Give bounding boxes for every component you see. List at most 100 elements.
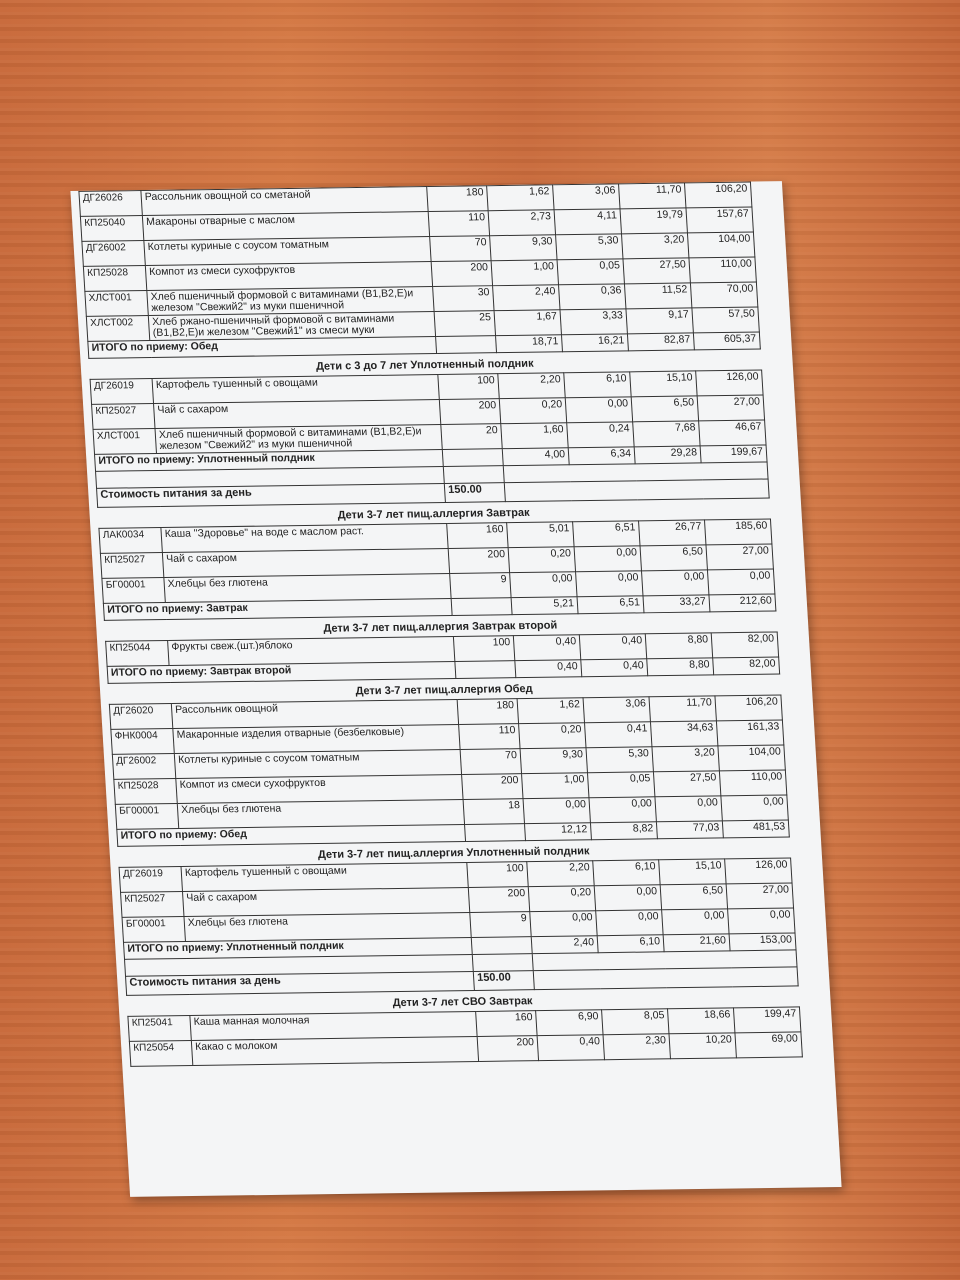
total-value: 6,51	[577, 595, 644, 614]
proteins: 0,20	[508, 546, 576, 573]
total-value: 21,60	[663, 933, 731, 952]
menu-section: Дети 3-7 лет СВО Завтрак КП25041 Каша манн…	[126, 986, 803, 1067]
portion-weight: 70	[429, 235, 492, 262]
calories: 0,00	[720, 794, 789, 821]
dish-code: КП25027	[120, 891, 184, 918]
dish-code: ХЛСТ002	[86, 315, 150, 342]
total-value: 481,53	[722, 819, 790, 838]
calories: 70,00	[690, 282, 758, 308]
calories: 161,33	[716, 719, 784, 746]
calories: 57,50	[691, 307, 760, 333]
carbs: 8,80	[645, 632, 713, 659]
carbs: 7,68	[632, 420, 701, 447]
portion-weight: 200	[439, 398, 501, 425]
dish-name: Какао с молоком	[191, 1036, 479, 1066]
dish-code: КП25044	[105, 640, 170, 667]
dish-code: ДГ26020	[109, 703, 173, 730]
proteins: 0,40	[513, 634, 581, 661]
fats: 3,06	[552, 183, 621, 210]
proteins: 1,60	[500, 422, 569, 449]
total-value: 199,67	[700, 444, 768, 463]
portion-weight: 180	[457, 698, 519, 725]
fats: 0,41	[584, 721, 652, 748]
carbs: 18,66	[667, 1007, 735, 1034]
dish-code: БГ00001	[122, 916, 186, 943]
carbs: 15,10	[658, 858, 727, 885]
fats: 3,33	[559, 308, 628, 335]
portion-weight: 160	[446, 522, 509, 549]
cost-value: 150.00	[473, 970, 535, 991]
total-value: 0,40	[514, 659, 582, 678]
total-value: 18,71	[495, 334, 563, 353]
calories: 0,00	[727, 907, 796, 934]
empty-cell	[454, 660, 516, 679]
fats: 0,00	[575, 570, 643, 597]
proteins: 5,01	[506, 521, 575, 548]
fats: 5,30	[585, 746, 654, 773]
paper-sheet: ДГ26026 Рассольник овощной со сметаной 180…	[70, 181, 842, 1197]
empty-cell	[443, 465, 505, 484]
total-value: 6,34	[568, 446, 636, 465]
portion-weight: 9	[449, 572, 512, 599]
carbs: 11,70	[618, 182, 686, 209]
carbs: 11,70	[648, 695, 717, 722]
dish-code: ЛАК0034	[98, 527, 163, 554]
fats: 0,00	[594, 884, 662, 911]
fats: 0,24	[566, 421, 635, 448]
calories: 69,00	[734, 1031, 803, 1058]
empty-cell	[451, 597, 513, 616]
dish-code: БГ00001	[101, 577, 166, 604]
fats: 6,10	[563, 371, 632, 398]
portion-weight: 110	[428, 210, 490, 237]
fats: 0,00	[595, 909, 664, 936]
portion-weight: 200	[448, 547, 510, 574]
proteins: 2,20	[497, 372, 566, 399]
total-value: 2,40	[531, 935, 599, 954]
carbs: 9,17	[625, 307, 694, 334]
portion-weight: 9	[469, 911, 532, 938]
empty-cell	[471, 936, 533, 955]
proteins: 1,00	[491, 259, 559, 286]
menu-section: Дети 3-7 лет пищ.аллергия Обед ДГ26020 Рас…	[108, 674, 790, 847]
table-body: ДГ26019 Картофель тушенный с овощами 100 2,…	[119, 857, 799, 996]
menu-table: ДГ26020 Рассольник овощной 180 1,62 3,06 11,7…	[109, 694, 790, 847]
empty-cell	[472, 953, 534, 972]
menu-section: Дети 3-7 лет пищ.аллергия Завтрак второй…	[104, 611, 780, 684]
dish-code: КП25027	[91, 403, 156, 430]
fats: 0,36	[558, 283, 626, 310]
total-value: 33,27	[642, 594, 710, 613]
fats: 0,05	[557, 258, 625, 285]
carbs: 27,50	[653, 770, 721, 797]
proteins: 0,00	[529, 910, 598, 937]
menu-section: ДГ26026 Рассольник овощной со сметаной 180…	[78, 182, 761, 359]
carbs: 0,00	[641, 569, 709, 596]
menu-section: Дети с 3 до 7 лет Уплотненный полдник ДГ2…	[88, 350, 770, 508]
proteins: 2,20	[526, 860, 595, 887]
calories: 27,00	[705, 543, 774, 570]
fats: 6,51	[572, 520, 641, 547]
total-value: 82,87	[627, 332, 695, 351]
total-value: 0,40	[580, 658, 648, 677]
proteins: 0,00	[523, 797, 591, 824]
proteins: 1,67	[494, 309, 562, 336]
calories: 82,00	[711, 631, 779, 658]
portion-weight: 100	[466, 861, 529, 888]
fats: 0,00	[565, 396, 633, 423]
fats: 2,30	[603, 1033, 671, 1060]
total-value: 212,60	[708, 593, 776, 612]
dish-code: ДГ26002	[81, 240, 146, 267]
portion-weight: 30	[432, 285, 495, 312]
fats: 3,06	[583, 696, 651, 723]
dish-code: БГ00001	[115, 803, 179, 830]
calories: 110,00	[688, 257, 757, 283]
portion-weight: 200	[431, 260, 493, 287]
table-body: ДГ26019 Картофель тушенный с овощами 100 2,…	[90, 369, 770, 508]
total-value: 5,21	[511, 596, 579, 615]
dish-code: ДГ26002	[112, 753, 176, 780]
menu-document: ДГ26026 Рассольник овощной со сметаной 180…	[78, 182, 803, 1067]
calories: 27,00	[726, 882, 794, 909]
portion-weight: 160	[475, 1010, 538, 1037]
dish-code: ФНК0004	[110, 728, 175, 755]
dish-code: КП25041	[127, 1015, 192, 1042]
portion-weight: 100	[453, 635, 515, 662]
